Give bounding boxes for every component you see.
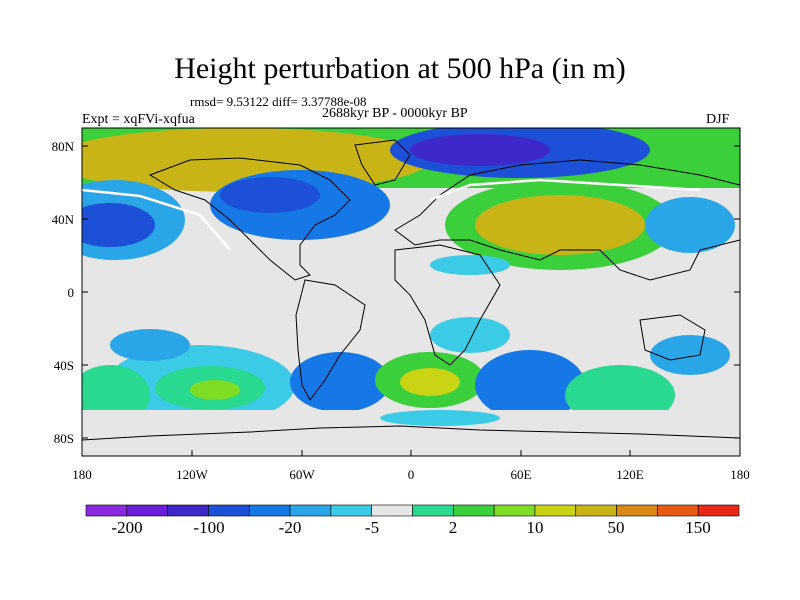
s-atlantic-positive-core <box>400 368 460 396</box>
coast-antarctica <box>82 425 740 441</box>
coast-greenland <box>354 139 411 186</box>
colorbar-swatch <box>126 504 168 517</box>
e-asia-negative <box>645 197 735 253</box>
colorbar-swatch <box>412 504 454 517</box>
lat-label: 80S <box>54 431 74 446</box>
map-plot <box>82 128 740 456</box>
colorbar-label: 2 <box>449 518 458 537</box>
lon-labels: 180 120W 60W 0 60E 120E 180 <box>72 467 750 482</box>
indian-negative-field <box>475 350 585 420</box>
colorbar-swatch <box>167 504 209 517</box>
sh-fields <box>82 317 740 456</box>
lon-label: 180 <box>72 467 92 482</box>
lon-label: 180 <box>730 467 750 482</box>
s-ocean-negative-field <box>290 352 390 412</box>
colorbar-label: -20 <box>279 518 302 537</box>
colorbar-swatch <box>371 504 413 517</box>
lon-label: 0 <box>408 467 415 482</box>
lat-labels: 80N 40N 0 40S 80S <box>52 139 75 446</box>
n-america-negative-core <box>220 177 320 213</box>
colorbar-swatch <box>534 504 577 517</box>
s-atlantic-negative-field <box>430 317 510 353</box>
lat-label: 40N <box>52 212 75 227</box>
colorbar-labels: -200 -100 -20 -5 2 10 50 150 <box>111 518 710 537</box>
experiment-label: Expt = xqFVi-xqfua <box>82 112 195 127</box>
zero-contour-north <box>82 178 701 251</box>
colorbar-label: -100 <box>193 518 224 537</box>
colorbar-swatch <box>616 504 658 517</box>
coast-south-america <box>295 279 366 401</box>
colorbar-swatch <box>453 504 495 517</box>
coast-africa <box>394 244 501 366</box>
colorbar-swatch <box>697 504 740 517</box>
map-title: Height perturbation at 500 hPa (in m) <box>174 52 626 85</box>
zero-contours <box>82 178 701 251</box>
lon-label: 120E <box>616 467 644 482</box>
mid-atlantic-negative <box>430 255 510 275</box>
s-pacific-east-field <box>110 329 190 361</box>
colorbar-swatch <box>85 504 128 517</box>
lat-ticks <box>82 145 740 439</box>
n-atlantic-negative-core <box>410 134 550 166</box>
colorbar-label: -200 <box>111 518 142 537</box>
colorbar-label: 50 <box>608 518 625 537</box>
lat-label: 80N <box>52 139 75 154</box>
colorbar <box>85 504 740 517</box>
antarctic-negative-field <box>380 410 500 426</box>
colorbar-label: -5 <box>365 518 379 537</box>
stats-text: rmsd= 9.53122 diff= 3.37788e-08 <box>190 94 367 109</box>
colorbar-label: 150 <box>685 518 711 537</box>
colorbar-swatch <box>208 504 250 517</box>
colorbar-swatch <box>493 504 536 517</box>
s-pacific-positive-center <box>190 380 240 400</box>
season-label: DJF <box>706 112 730 127</box>
colorbar-label: 10 <box>527 518 544 537</box>
n-pacific-negative-core <box>82 203 155 247</box>
aus-negative-field <box>650 335 730 375</box>
lon-label: 60W <box>289 467 315 482</box>
lon-label: 60E <box>511 467 532 482</box>
eurasia-positive-core <box>475 195 645 255</box>
coast-eurasia <box>394 159 740 281</box>
colorbar-swatch <box>248 504 291 517</box>
nh-fields <box>82 128 740 275</box>
s-pacific-west-field <box>82 365 150 425</box>
lon-ticks <box>81 450 741 456</box>
colorbar-swatch <box>575 504 617 517</box>
period-label: 2688kyr BP - 0000kyr BP <box>322 106 468 121</box>
colorbar-swatch <box>330 504 372 517</box>
lat-label: 0 <box>68 285 75 300</box>
coast-australia <box>639 314 706 361</box>
lat-label: 40S <box>54 358 74 373</box>
colorbar-swatch <box>657 504 699 517</box>
colorbar-swatch <box>289 504 332 517</box>
lon-label: 120W <box>176 467 209 482</box>
coastlines <box>82 139 740 441</box>
coast-north-america <box>148 157 351 281</box>
